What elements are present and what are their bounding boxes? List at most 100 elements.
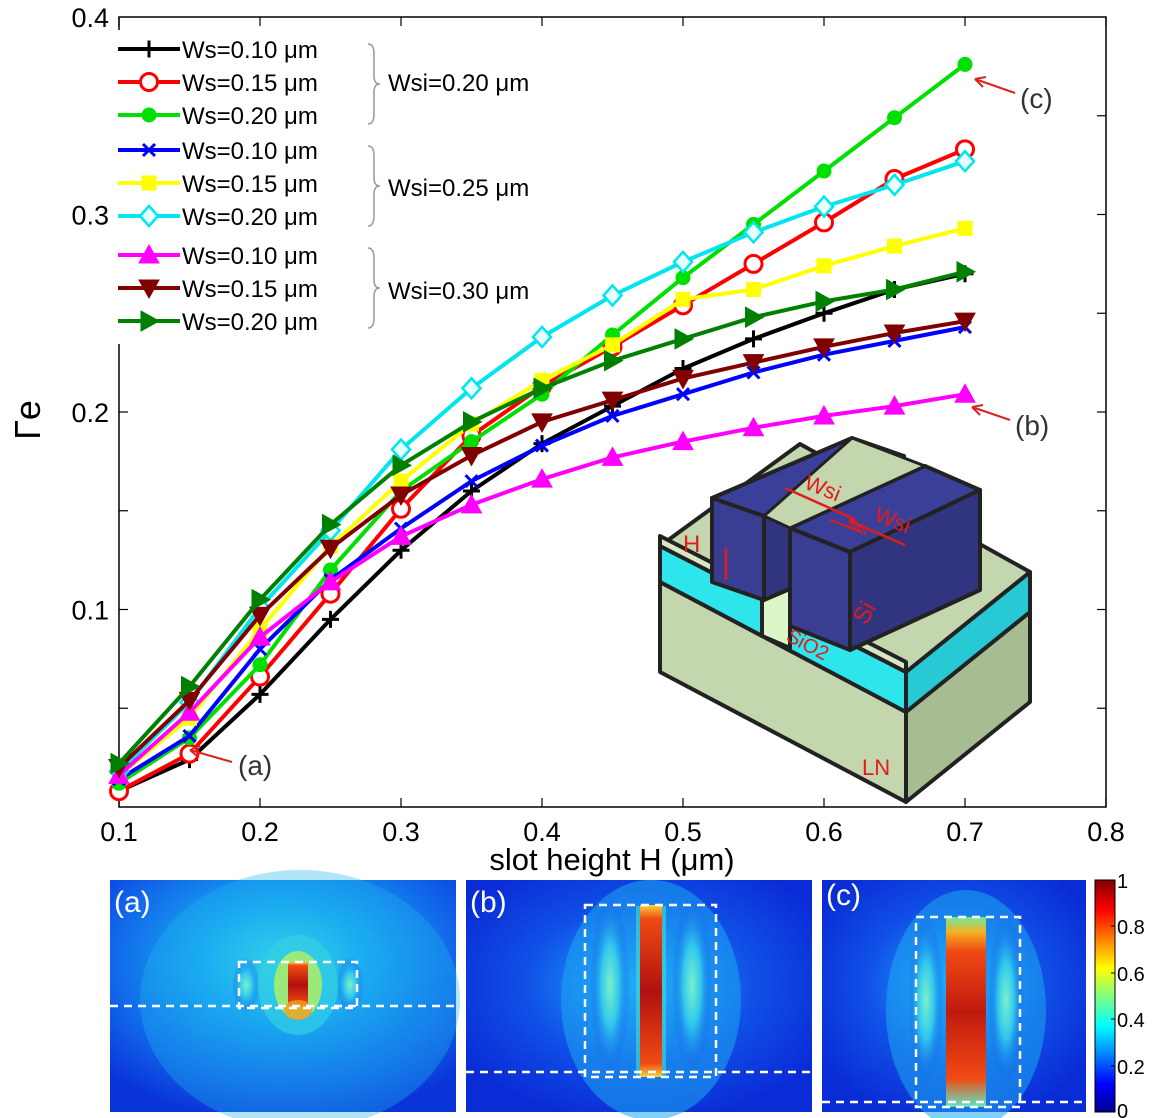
data-point <box>742 416 765 437</box>
data-point <box>249 626 271 646</box>
legend-marker <box>138 279 160 300</box>
data-point <box>531 413 553 433</box>
data-point <box>319 539 342 560</box>
data-point <box>886 278 906 301</box>
data-point <box>813 338 835 358</box>
legend-entry: Ws=0.15 μm <box>118 276 318 303</box>
data-point <box>392 454 413 477</box>
data-point <box>957 220 973 236</box>
legend-group-wsi-030: Wsi=0.30 μm <box>388 278 529 305</box>
legend-label: Ws=0.10 μm <box>182 37 318 64</box>
x-axis-label: slot height H (μm) <box>489 842 734 877</box>
colorbar-tick-02: 0.2 <box>1117 1057 1145 1079</box>
series-layer <box>108 56 977 802</box>
legend-label: Ws=0.15 μm <box>182 276 318 303</box>
data-point <box>460 376 483 401</box>
legend-marker <box>139 72 159 92</box>
y-tick-label: 0.3 <box>71 201 109 231</box>
field-map-b: (b) <box>466 880 812 1118</box>
data-point <box>604 349 624 372</box>
svg-text:(c): (c) <box>826 879 861 912</box>
legend-marker <box>141 142 157 158</box>
data-point <box>322 610 339 628</box>
data-point <box>672 369 694 390</box>
x-tick-label: 0.2 <box>241 817 279 847</box>
y-tick-label: 0.1 <box>71 596 109 626</box>
legend-group-wsi-025: Wsi=0.25 μm <box>388 175 529 202</box>
x-tick-label: 0.4 <box>523 817 561 847</box>
data-point <box>464 474 479 489</box>
legend-brackets <box>367 43 381 329</box>
series-8 <box>108 312 976 779</box>
annotation-a: (a) <box>189 745 272 781</box>
data-point <box>319 570 342 591</box>
data-point <box>954 149 976 174</box>
svg-text:(b): (b) <box>470 886 507 919</box>
data-point <box>464 434 479 450</box>
legend-group-wsi-020: Wsi=0.20 μm <box>388 70 529 97</box>
x-tick-label: 0.3 <box>382 817 420 847</box>
legend-entry: Ws=0.10 μm <box>118 37 318 64</box>
legend-label: Ws=0.15 μm <box>182 70 318 97</box>
x-tick-label: 0.7 <box>946 817 984 847</box>
data-point <box>887 238 902 254</box>
y-tick-label: 0.4 <box>71 3 109 33</box>
legend-label: Ws=0.20 μm <box>182 204 318 231</box>
legend-marker <box>140 310 161 332</box>
annotation-c: (c) <box>974 76 1053 114</box>
colorbar-tick-08: 0.8 <box>1117 917 1145 939</box>
data-point <box>815 290 836 313</box>
legend-entry: Ws=0.15 μm <box>118 70 318 97</box>
data-point <box>531 325 553 349</box>
legend-marker <box>141 175 157 191</box>
series-9 <box>110 260 977 775</box>
legend-marker <box>140 40 158 58</box>
data-point <box>954 312 976 333</box>
data-point <box>251 588 272 611</box>
data-point <box>605 337 620 353</box>
data-point <box>746 282 761 298</box>
data-point <box>742 354 765 374</box>
colorbar-tick-04: 0.4 <box>1117 1010 1145 1032</box>
legend-marker <box>138 243 160 264</box>
device-schematic-inset <box>658 436 1032 804</box>
data-point <box>816 258 832 274</box>
legend-entry: Ws=0.10 μm <box>118 243 318 270</box>
data-point <box>742 220 765 245</box>
field-map-c: (c) <box>822 879 1086 1118</box>
svg-text:(a): (a) <box>114 886 151 919</box>
y-axis-label: Γe <box>7 400 48 440</box>
data-point <box>531 468 553 488</box>
data-point <box>957 56 973 72</box>
legend-entry: Ws=0.15 μm <box>118 171 318 198</box>
data-point <box>887 110 902 126</box>
data-point <box>745 306 765 329</box>
legend-entry: Ws=0.20 μm <box>118 103 318 130</box>
legend: Ws=0.10 μm Ws=0.15 μm Ws=0.20 μm Ws=0.10 μm… <box>113 30 375 344</box>
data-point <box>883 324 906 345</box>
data-point <box>813 404 835 425</box>
svg-text:H: H <box>683 531 700 558</box>
legend-marker <box>138 204 160 228</box>
legend-label: Ws=0.10 μm <box>182 243 318 270</box>
legend-entry: Ws=0.20 μm <box>118 309 318 336</box>
svg-text:(a): (a) <box>238 750 272 781</box>
colorbar-tick-0: 0 <box>1117 1101 1128 1118</box>
colorbar-tick-06: 0.6 <box>1117 964 1145 986</box>
svg-text:(b): (b) <box>1015 410 1049 441</box>
data-point <box>463 411 483 433</box>
data-point <box>605 408 620 424</box>
data-point <box>601 283 624 308</box>
legend-label: Ws=0.20 μm <box>182 103 318 130</box>
data-point <box>460 446 483 467</box>
series-7 <box>108 383 976 784</box>
field-map-a: (a) <box>110 870 460 1118</box>
legend-label: Ws=0.10 μm <box>182 138 318 165</box>
y-tick-label: 0.2 <box>71 398 109 428</box>
data-point <box>883 395 906 415</box>
data-point <box>675 387 691 402</box>
legend-label: Ws=0.15 μm <box>182 171 318 198</box>
data-point <box>601 391 624 412</box>
data-point <box>393 473 409 489</box>
